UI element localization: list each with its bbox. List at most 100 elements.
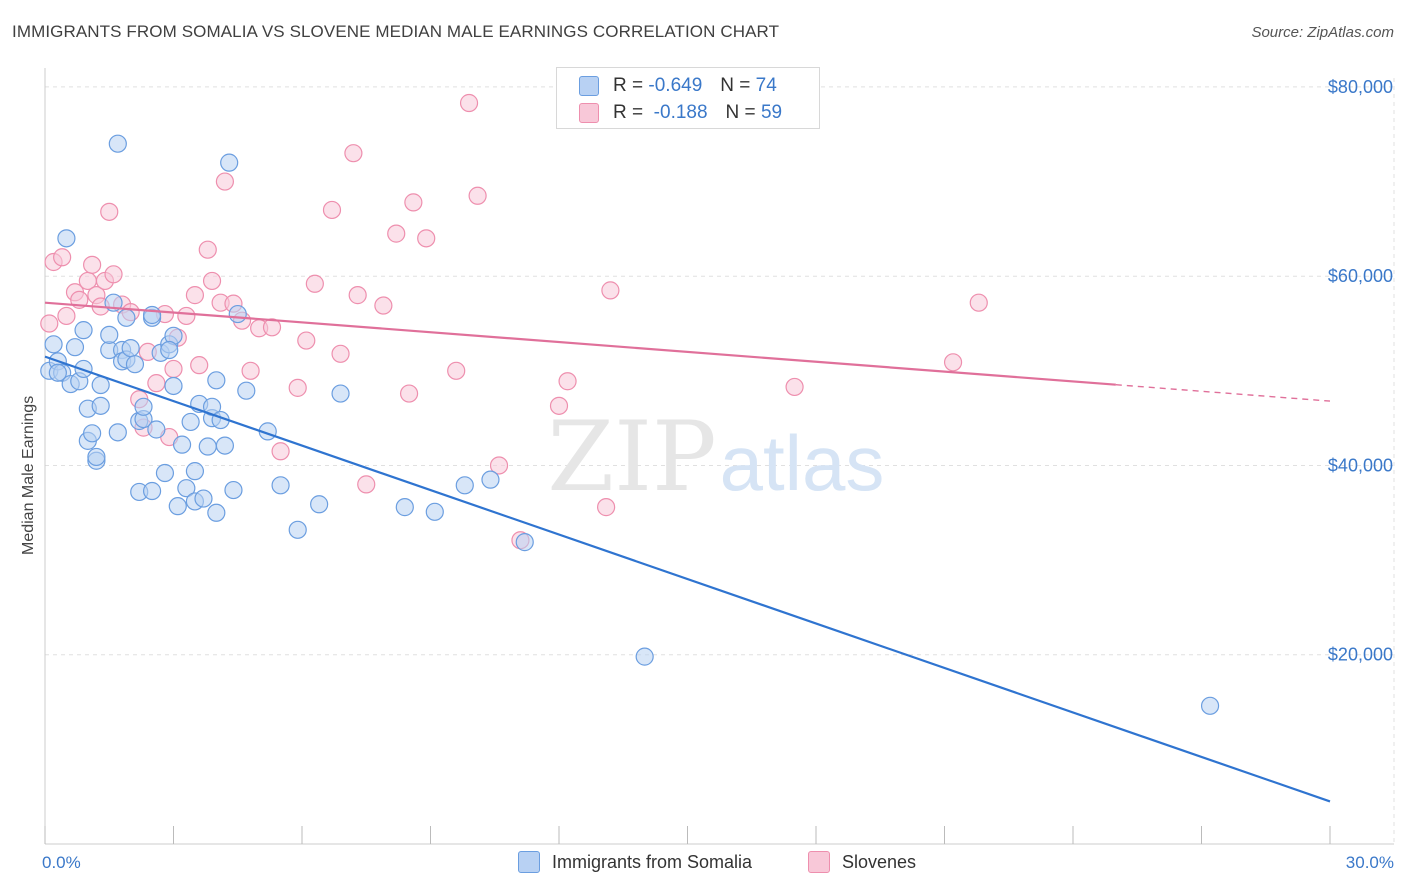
slovene-point [53, 248, 72, 267]
slovene-point [322, 200, 342, 220]
somalia-point [121, 339, 140, 358]
slovene-point [404, 193, 423, 212]
somalia-point [142, 481, 162, 501]
slovene-point [100, 202, 119, 221]
legend-n-label: N = [720, 75, 751, 96]
somalia-point [134, 397, 153, 416]
legend-label-somalia: Immigrants from Somalia [552, 851, 753, 872]
somalia-point [425, 502, 444, 521]
legend-item-slovenes[interactable]: Slovenes [808, 851, 916, 873]
slovene-point [185, 286, 205, 305]
somalia-point [172, 435, 192, 454]
somalia-point [44, 335, 63, 354]
slovene-point [558, 372, 577, 391]
source-label: Source: ZipAtlas.com [1251, 24, 1394, 41]
somalia-point [164, 376, 183, 396]
legend-swatch-pink [808, 851, 830, 873]
legend-n-value: 59 [760, 102, 783, 123]
slovene-point [198, 240, 217, 259]
correlation-legend: R = -0.649 N = 74 R = -0.188 N = 59 [556, 67, 820, 129]
legend-n-value: 74 [755, 75, 777, 96]
slovene-point [104, 265, 123, 284]
slovene-point [190, 356, 209, 375]
y-tick-labels: $20,000 $40,000 $60,000 $80,000 [1328, 77, 1393, 665]
somalia-trend-line [44, 355, 1331, 803]
somalia-point [57, 229, 76, 248]
slovene-point [489, 456, 509, 475]
somalia-point [160, 340, 179, 360]
somalia-point [142, 305, 162, 325]
slovene-point [215, 172, 234, 191]
legend-label-slovenes: Slovenes [842, 851, 917, 872]
somalia-point [91, 396, 110, 415]
slovene-point [459, 93, 479, 113]
somalia-point [194, 489, 213, 508]
legend-n-label: N = [725, 102, 756, 123]
slovene-point [943, 353, 963, 372]
slovene-point [447, 361, 466, 380]
somalia-point [288, 520, 307, 539]
slovene-point [177, 306, 196, 326]
watermark-atlas: atlas [720, 419, 885, 507]
somalia-point [455, 476, 474, 495]
somalia-point [224, 480, 243, 500]
legend-row-slovenes: R = -0.188 N = 59 [579, 101, 782, 125]
somalia-point [181, 412, 200, 432]
slovenes-points [40, 93, 988, 550]
slovene-point [40, 314, 59, 333]
legend-item-somalia[interactable]: Immigrants from Somalia [518, 851, 752, 873]
legend-r-value: -0.188 [653, 102, 708, 123]
trend-lines [44, 301, 1331, 803]
somalia-point [198, 437, 217, 456]
somalia-point [220, 153, 239, 172]
series-legend: Immigrants from Somalia Slovenes [0, 851, 1406, 879]
slovene-point [147, 374, 166, 393]
somalia-point [207, 371, 226, 390]
legend-swatch-blue [518, 851, 540, 873]
somalia-point [108, 423, 127, 442]
somalia-point [395, 498, 414, 517]
somalia-point [117, 308, 136, 327]
watermark-zip: ZIP [547, 401, 716, 513]
slovene-trend-extension [1115, 384, 1331, 402]
somalia-point [237, 381, 256, 400]
somalia-point [108, 134, 127, 153]
axes [44, 68, 1394, 845]
slovene-point [305, 274, 324, 293]
legend-row-somalia: R = -0.649 N = 74 [579, 74, 777, 98]
slovene-point [549, 396, 569, 415]
x-tick-max: 30.0% [1345, 853, 1394, 872]
slovene-point [417, 229, 436, 248]
somalia-point [100, 325, 119, 344]
somalia-point [74, 321, 93, 340]
somalia-point [48, 363, 67, 382]
somalia-point [271, 476, 290, 495]
slovene-trend-line [44, 301, 1116, 386]
slovene-point [344, 144, 363, 163]
slovene-point [387, 224, 406, 243]
somalia-point [83, 424, 102, 443]
somalia-point [635, 647, 654, 666]
somalia-point [515, 533, 534, 552]
legend-r-value: -0.649 [648, 75, 703, 96]
legend-swatch-pink [579, 103, 599, 123]
slovene-point [331, 344, 350, 363]
somalia-point [65, 338, 85, 357]
slovene-point [374, 296, 393, 315]
somalia-point [168, 497, 187, 516]
slovene-point [262, 318, 282, 337]
somalia-point [125, 355, 145, 374]
somalia-point [310, 495, 329, 514]
somalia-point [228, 304, 247, 324]
somalia-point [1200, 696, 1220, 715]
slovene-point [57, 306, 76, 326]
somalia-point [207, 503, 226, 522]
somalia-point [155, 463, 175, 483]
legend-r-label: R = [613, 75, 644, 96]
slovene-point [241, 361, 260, 380]
somalia-point [481, 470, 500, 489]
somalia-point [215, 436, 234, 455]
y-tick-label: $20,000 [1328, 645, 1393, 665]
slovene-point [297, 331, 316, 350]
somalia-point [147, 420, 166, 439]
